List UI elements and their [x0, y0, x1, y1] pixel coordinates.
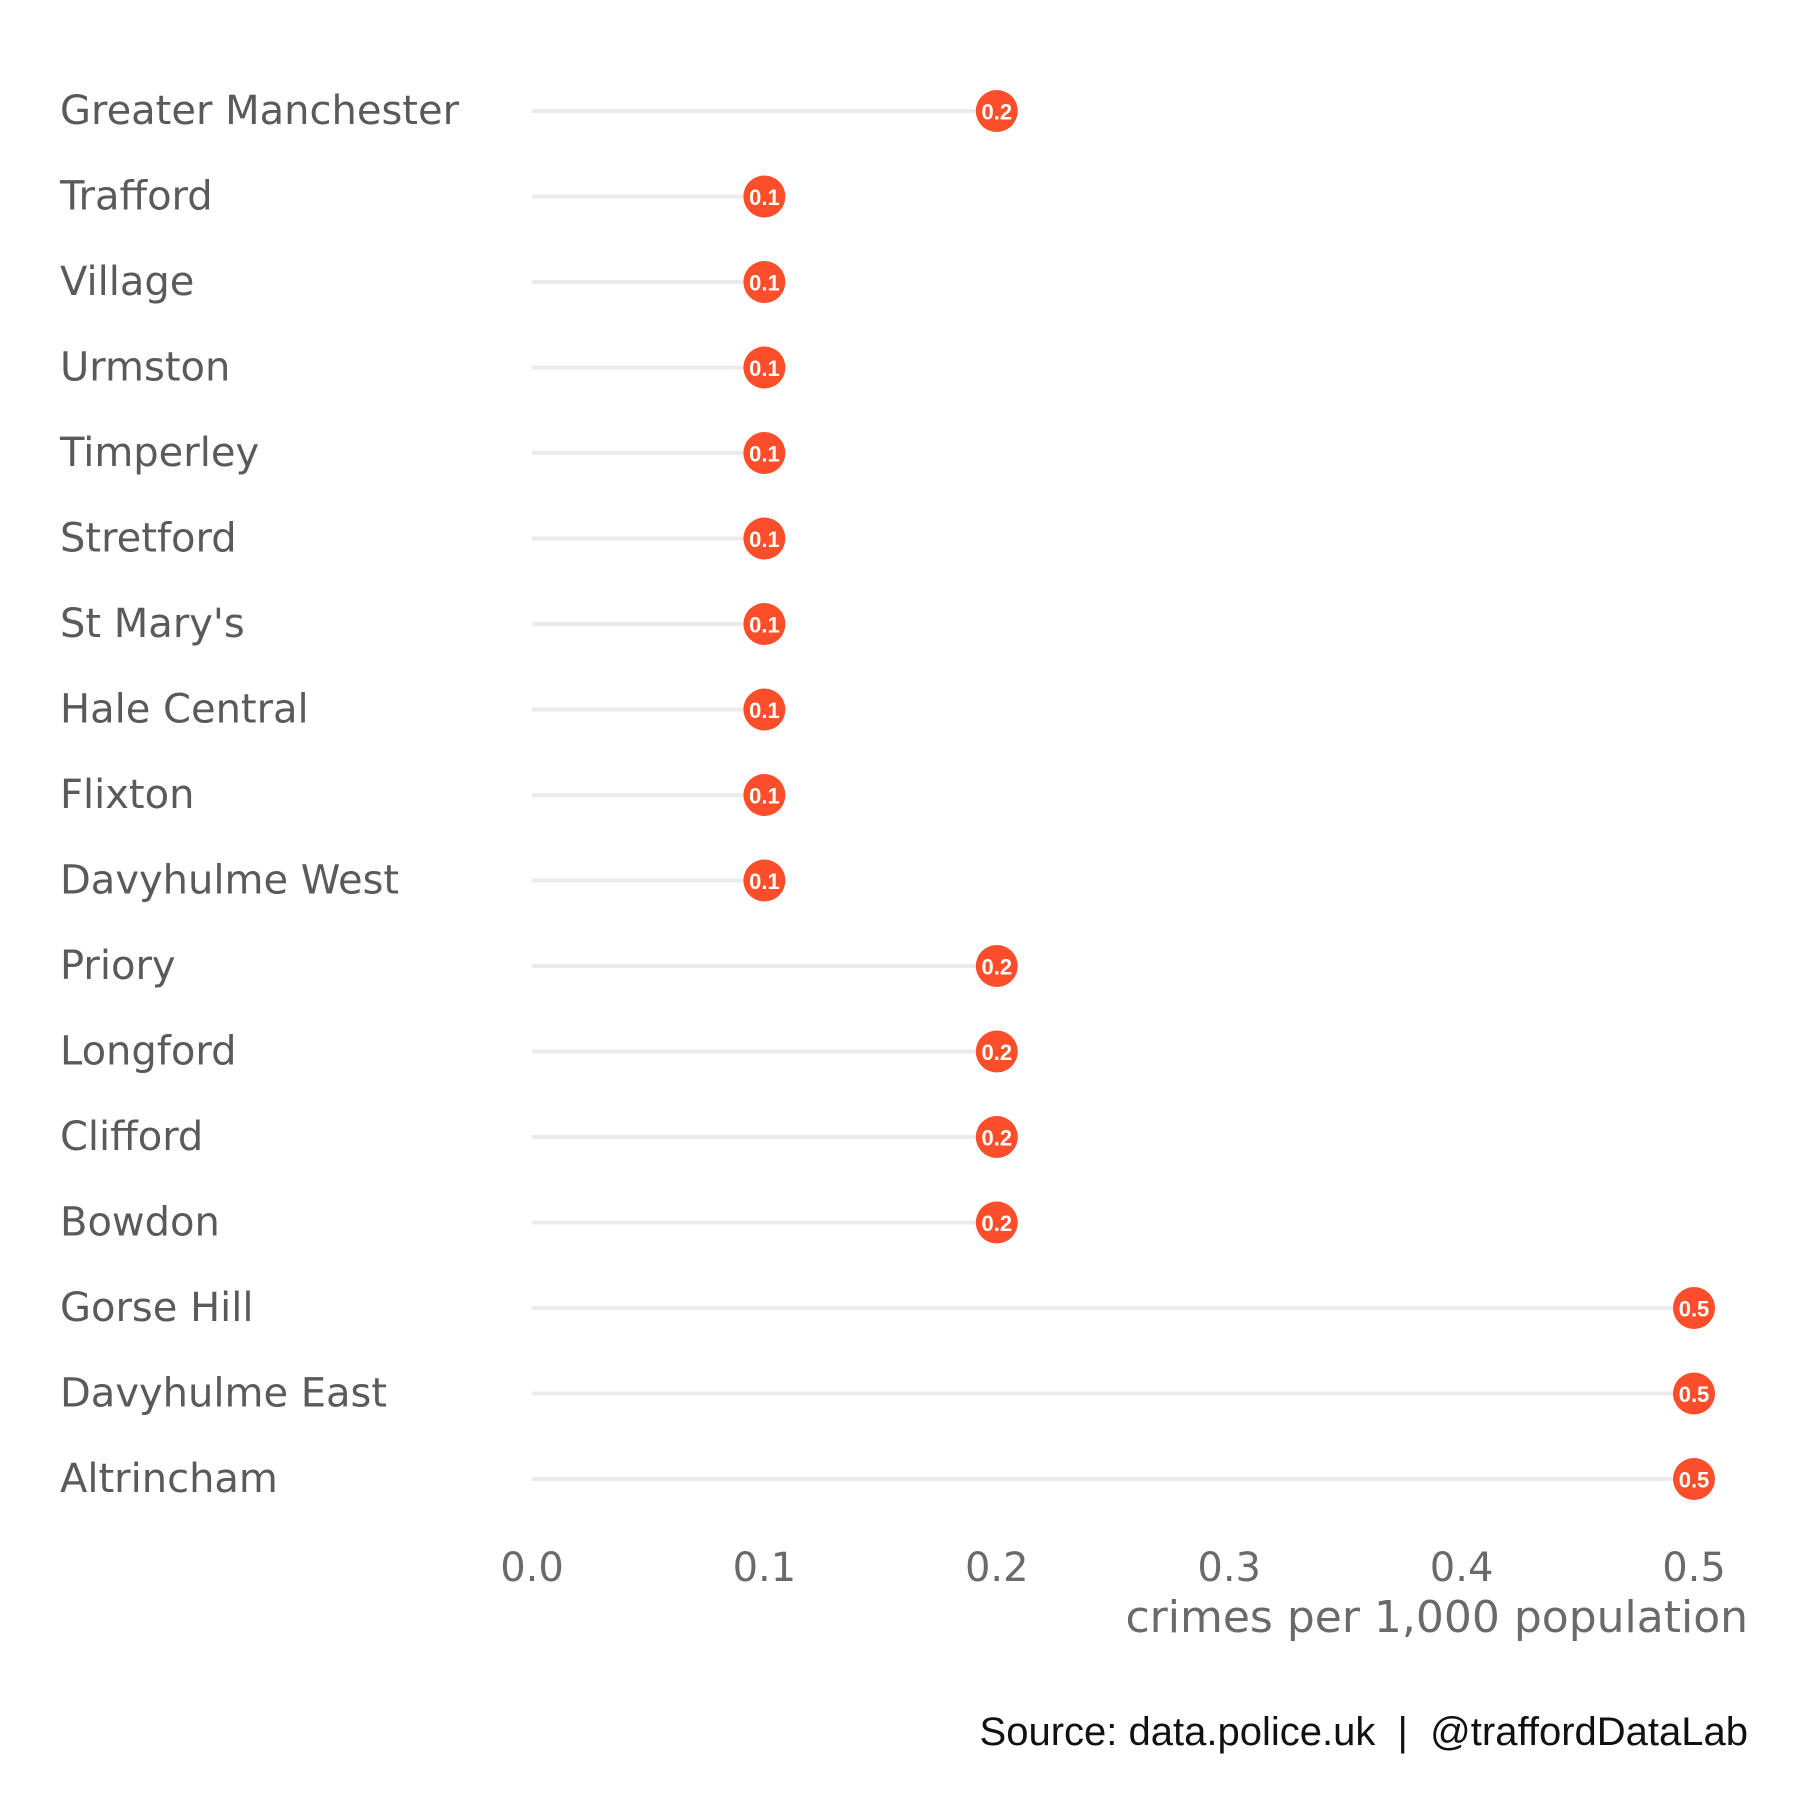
value-label: 0.2	[982, 955, 1013, 980]
value-label: 0.1	[749, 784, 780, 809]
lollipop-point	[743, 603, 786, 645]
chart-row: St Mary's 0.1	[60, 601, 786, 647]
chart-row: Flixton 0.1	[60, 772, 786, 818]
lollipop-point	[975, 1201, 1018, 1244]
category-label: St Mary's	[60, 601, 245, 647]
lollipop-point	[743, 432, 786, 474]
value-label: 0.5	[1679, 1468, 1710, 1493]
lollipop-point	[1673, 1458, 1715, 1500]
x-axis-title: crimes per 1,000 population	[1125, 1592, 1748, 1643]
chart-rows: Greater Manchester 0.2 Trafford 0.1 Village 0…	[59, 88, 1715, 1502]
value-label: 0.1	[749, 527, 780, 552]
chart-row: Stretford 0.1	[60, 516, 786, 562]
category-label: Altrincham	[60, 1456, 278, 1502]
chart-row: Longford 0.2	[60, 1029, 1018, 1075]
lollipop-point	[975, 1116, 1018, 1158]
value-label: 0.2	[982, 1211, 1013, 1236]
category-label: Stretford	[60, 516, 237, 562]
chart-row: Hale Central 0.1	[60, 687, 786, 733]
lollipop-point	[743, 688, 786, 731]
lollipop-point	[743, 517, 786, 560]
lollipop-point	[743, 346, 786, 389]
category-label: Flixton	[60, 772, 194, 818]
value-label: 0.2	[982, 1126, 1013, 1151]
category-label: Bowdon	[60, 1200, 220, 1246]
x-tick-label: 0.5	[1662, 1545, 1726, 1591]
lollipop-point	[1673, 1287, 1715, 1329]
chart-row: Gorse Hill 0.5	[60, 1285, 1715, 1331]
chart-row: Village 0.1	[60, 259, 786, 305]
lollipop-point	[743, 859, 786, 902]
chart-row: Timperley 0.1	[59, 430, 786, 476]
category-label: Hale Central	[60, 687, 309, 733]
lollipop-point	[743, 774, 786, 816]
lollipop-point	[975, 90, 1018, 132]
value-label: 0.1	[749, 442, 780, 467]
chart-row: Bowdon 0.2	[60, 1200, 1018, 1246]
category-label: Urmston	[60, 345, 230, 391]
category-label: Trafford	[59, 174, 213, 220]
category-label: Davyhulme East	[60, 1371, 387, 1417]
chart-row: Trafford 0.1	[59, 174, 786, 220]
value-label: 0.2	[982, 1040, 1013, 1065]
x-tick-label: 0.3	[1197, 1545, 1261, 1591]
value-label: 0.1	[749, 271, 780, 296]
category-label: Davyhulme West	[60, 858, 399, 904]
lollipop-point	[975, 1030, 1018, 1073]
chart-row: Priory 0.2	[60, 943, 1018, 989]
category-label: Priory	[60, 943, 176, 989]
x-tick-label: 0.4	[1430, 1545, 1494, 1591]
lollipop-point	[743, 175, 786, 218]
x-axis: 0.0 0.1 0.2 0.3 0.4 0.5	[500, 1545, 1726, 1591]
lollipop-point	[743, 261, 786, 303]
value-label: 0.5	[1679, 1382, 1710, 1407]
chart-row: Davyhulme East 0.5	[60, 1371, 1715, 1417]
value-label: 0.1	[749, 613, 780, 638]
value-label: 0.1	[749, 185, 780, 210]
lollipop-point	[975, 945, 1018, 987]
x-tick-label: 0.0	[500, 1545, 564, 1591]
category-label: Clifford	[60, 1114, 203, 1160]
value-label: 0.1	[749, 698, 780, 723]
value-label: 0.2	[982, 100, 1013, 125]
x-tick-label: 0.1	[733, 1545, 797, 1591]
source-caption: Source: data.police.uk | @traffordDataLa…	[980, 1710, 1748, 1754]
category-label: Gorse Hill	[60, 1285, 254, 1331]
value-label: 0.1	[749, 869, 780, 894]
category-label: Longford	[60, 1029, 236, 1075]
chart-row: Altrincham 0.5	[60, 1456, 1715, 1502]
category-label: Village	[60, 259, 194, 305]
category-label: Timperley	[59, 430, 259, 476]
x-tick-label: 0.2	[965, 1545, 1029, 1591]
chart-row: Davyhulme West 0.1	[60, 858, 786, 904]
lollipop-point	[1673, 1372, 1715, 1415]
category-label: Greater Manchester	[60, 88, 460, 134]
chart-row: Clifford 0.2	[60, 1114, 1018, 1160]
value-label: 0.5	[1679, 1297, 1710, 1322]
chart-row: Urmston 0.1	[60, 345, 786, 391]
chart-row: Greater Manchester 0.2	[60, 88, 1018, 134]
value-label: 0.1	[749, 356, 780, 381]
